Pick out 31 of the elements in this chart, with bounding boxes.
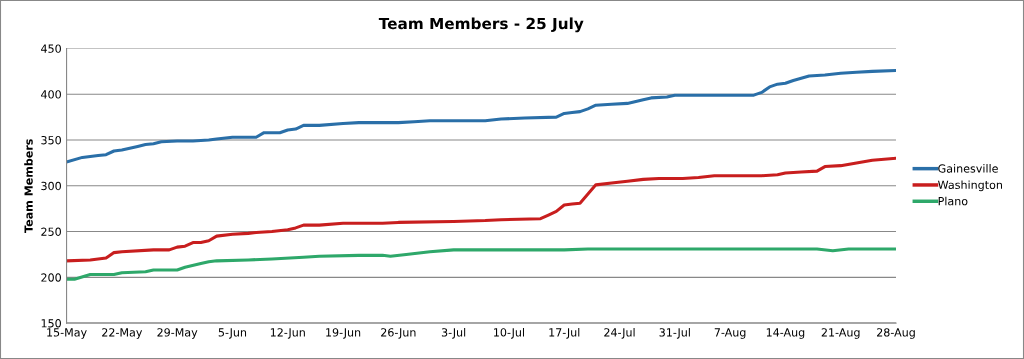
x-tick-label: 22-May (102, 328, 143, 339)
x-tick-label: 19-Jun (326, 328, 361, 339)
chart-title: Team Members - 25 July (378, 17, 584, 33)
x-tick-label: 3-Jul (441, 327, 466, 339)
x-tick-label: 26-Jun (381, 328, 416, 339)
x-tick-label: 5-Jun (218, 328, 247, 339)
y-tick-label: 150 (41, 319, 61, 328)
line-series (66, 68, 896, 164)
y-tick-label: 250 (41, 227, 61, 236)
y-tick-label: 200 (41, 273, 61, 282)
x-tick-label: 14-Aug (766, 328, 805, 339)
x-tick-label: 7-Aug (714, 328, 746, 339)
x-tick-label: 10-Jul (494, 327, 524, 339)
legend-label: Washington (938, 180, 1002, 192)
line-series (66, 247, 896, 281)
y-tick-label: 350 (41, 135, 61, 145)
y-tick-label: 450 (41, 44, 61, 53)
y-tick-label: 400 (41, 90, 61, 99)
x-tick-label: 29-May (157, 328, 198, 339)
x-tick-label: 31-Jul (659, 327, 690, 339)
legend-label: Plano (938, 196, 968, 206)
x-tick-label: 17-Jul (549, 327, 580, 339)
x-tick-label: 28-Aug (877, 328, 915, 339)
y-tick-label: 300 (41, 181, 61, 191)
y-axis-title: Team Members (24, 139, 33, 233)
x-tick-label: 21-Aug (821, 328, 860, 339)
x-tick-label: 12-Jun (270, 328, 305, 339)
line-series (66, 156, 896, 263)
x-tick-label: 15-May (47, 328, 87, 339)
x-tick-label: 24-Jul (604, 327, 635, 339)
legend-label: Gainesville (938, 164, 998, 173)
